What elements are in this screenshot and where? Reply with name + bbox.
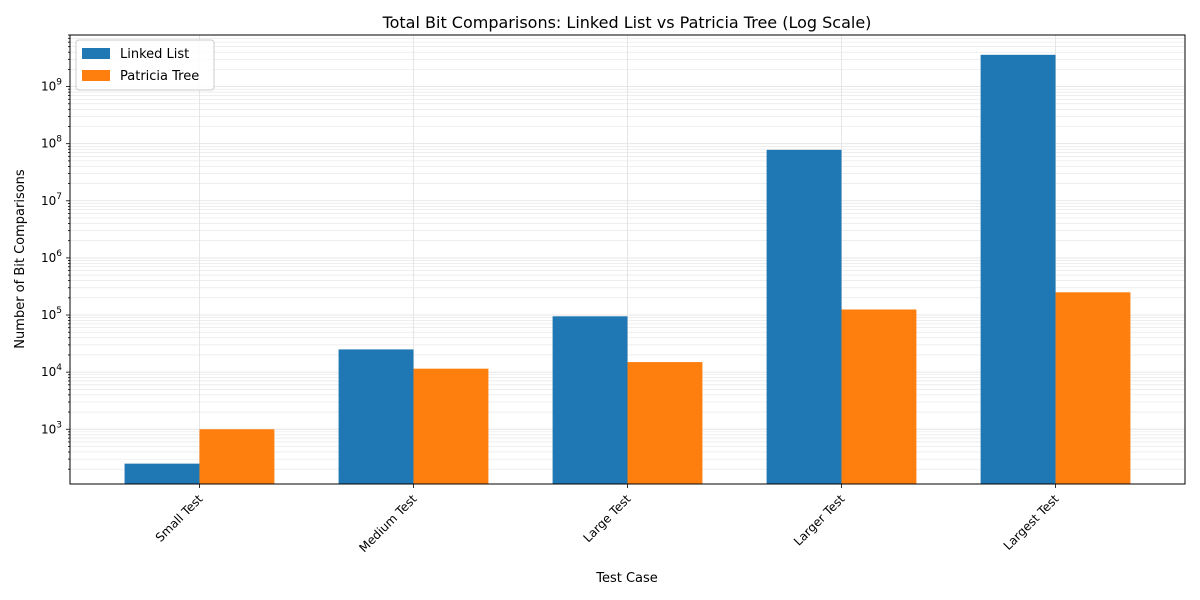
legend: Linked List Patricia Tree: [75, 39, 215, 91]
bar-patricia-tree-large-test: [627, 362, 703, 484]
bar-linked-list-largest-test: [980, 54, 1056, 484]
chart-title: Total Bit Comparisons: Linked List vs Pa…: [382, 13, 872, 32]
x-axis-label: Test Case: [595, 571, 658, 586]
legend-label-patricia-tree: Patricia Tree: [120, 69, 199, 84]
legend-box: [75, 39, 215, 91]
bar-linked-list-small-test: [124, 463, 200, 484]
bar-patricia-tree-small-test: [199, 429, 275, 484]
bar-patricia-tree-largest-test: [1055, 292, 1131, 484]
y-axis-label: Number of Bit Comparisons: [13, 169, 28, 349]
bar-patricia-tree-medium-test: [413, 368, 489, 484]
legend-label-linked-list: Linked List: [120, 47, 189, 62]
bar-linked-list-medium-test: [338, 349, 414, 484]
bar-patricia-tree-larger-test: [841, 309, 917, 484]
bar-linked-list-larger-test: [766, 149, 842, 485]
legend-swatch-linked-list: [82, 48, 110, 59]
bar-linked-list-large-test: [552, 316, 628, 484]
legend-swatch-patricia-tree: [82, 70, 110, 81]
bars: [124, 54, 1131, 485]
